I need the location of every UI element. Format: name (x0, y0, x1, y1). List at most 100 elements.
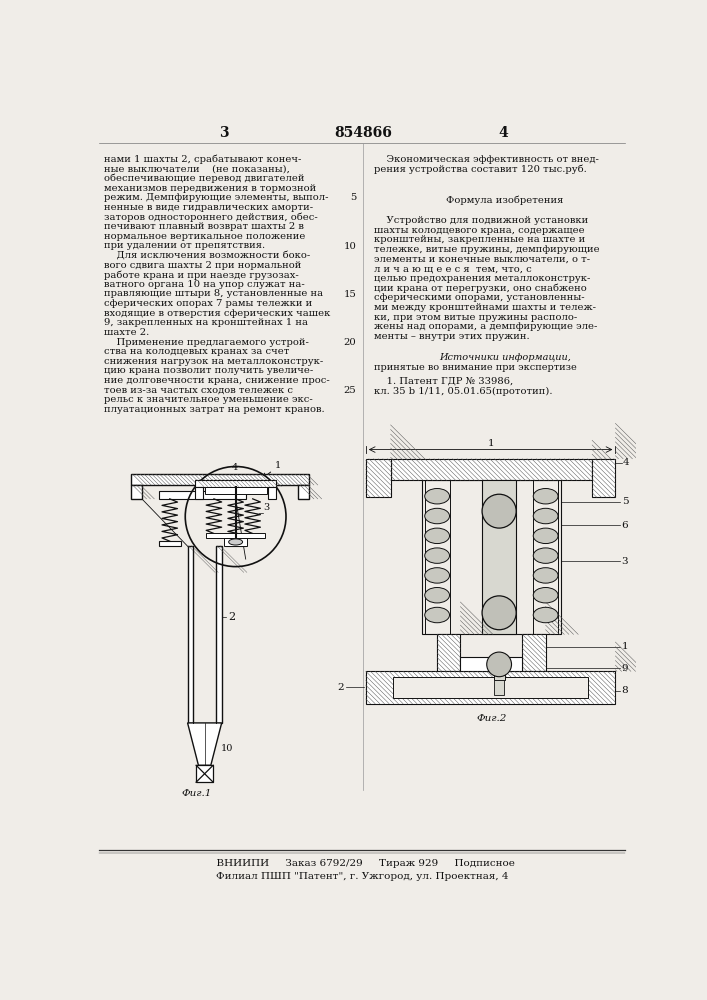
Text: 1: 1 (274, 461, 281, 470)
Text: нормальное вертикальное положение: нормальное вертикальное положение (104, 232, 305, 241)
Text: механизмов передвижения в тормозной: механизмов передвижения в тормозной (104, 184, 316, 193)
Bar (195, 480, 276, 487)
Text: элементы и конечные выключатели, о т-: элементы и конечные выключатели, о т- (373, 255, 590, 264)
Text: Филиал ПШП "Патент", г. Ужгород, ул. Проектная, 4: Филиал ПШП "Патент", г. Ужгород, ул. Про… (216, 872, 509, 881)
Bar (493, 664, 505, 680)
Text: правляющие штыри 8, установленные на: правляющие штыри 8, установленные на (104, 289, 323, 298)
Bar (437, 634, 460, 671)
Text: 7: 7 (402, 683, 408, 692)
Text: шахте 2.: шахте 2. (104, 328, 149, 337)
Bar (393, 677, 588, 698)
Text: работе крана и при наезде грузозах-: работе крана и при наезде грузозах- (104, 270, 298, 280)
Ellipse shape (533, 588, 558, 603)
Text: Применение предлагаемого устрой-: Применение предлагаемого устрой- (104, 338, 309, 347)
Text: Фиг.2: Фиг.2 (477, 714, 506, 723)
Circle shape (482, 596, 516, 630)
Text: Устройство для подвижной установки: Устройство для подвижной установки (373, 216, 588, 225)
Ellipse shape (533, 528, 558, 544)
Text: 4: 4 (498, 126, 508, 140)
Ellipse shape (425, 568, 450, 583)
Text: Источники информации,: Источники информации, (439, 353, 571, 362)
Polygon shape (187, 723, 222, 765)
Text: тоев из-за частых сходов тележек с: тоев из-за частых сходов тележек с (104, 386, 293, 395)
Bar (391, 459, 592, 480)
Text: 9, закрепленных на кронштейнах 1 на: 9, закрепленных на кронштейнах 1 на (104, 318, 308, 327)
Bar (268, 487, 276, 499)
Text: ми между кронштейнами шахты и тележ-: ми между кронштейнами шахты и тележ- (373, 303, 595, 312)
Text: л и ч а ю щ е е с я  тем, что, с: л и ч а ю щ е е с я тем, что, с (373, 264, 532, 273)
Text: Для исключения возможности боко-: Для исключения возможности боко- (104, 251, 310, 260)
Text: Экономическая эффективность от внед-: Экономическая эффективность от внед- (373, 155, 598, 164)
Text: 5: 5 (350, 193, 356, 202)
Bar (494, 680, 504, 695)
Text: 6: 6 (621, 521, 629, 530)
Bar (131, 474, 309, 485)
Ellipse shape (533, 607, 558, 623)
Bar (196, 765, 213, 782)
Text: ции крана от перегрузки, оно снабжено: ции крана от перегрузки, оно снабжено (373, 284, 586, 293)
Text: снижения нагрузок на металлоконструк-: снижения нагрузок на металлоконструк- (104, 357, 323, 366)
Text: 10: 10 (344, 242, 356, 251)
Text: сферическими опорами, установленны-: сферическими опорами, установленны- (373, 293, 584, 302)
Text: 10: 10 (221, 744, 233, 753)
Text: менты – внутри этих пружин.: менты – внутри этих пружин. (373, 332, 530, 341)
Text: 3: 3 (219, 126, 229, 140)
Text: 8: 8 (621, 686, 629, 695)
Ellipse shape (533, 568, 558, 583)
Text: цию крана позволит получить увеличе-: цию крана позволит получить увеличе- (104, 366, 313, 375)
Ellipse shape (228, 539, 243, 545)
Text: ные выключатели    (не показаны),: ные выключатели (не показаны), (104, 164, 290, 173)
Text: ненные в виде гидравлических аморти-: ненные в виде гидравлических аморти- (104, 203, 313, 212)
Bar (131, 485, 142, 499)
Text: рения устройства составит 120 тыс.руб.: рения устройства составит 120 тыс.руб. (373, 164, 586, 174)
Text: 25: 25 (344, 386, 356, 395)
Text: 15: 15 (344, 290, 356, 299)
Ellipse shape (425, 548, 450, 563)
Text: шахты колодцевого крана, содержащее: шахты колодцевого крана, содержащее (373, 226, 584, 235)
Bar (206, 533, 265, 538)
Text: Формула изобретения: Формула изобретения (446, 195, 563, 205)
Text: ватного органа 10 на упор служат на-: ватного органа 10 на упор служат на- (104, 280, 305, 289)
Text: 4: 4 (232, 463, 238, 472)
Bar (482, 480, 516, 634)
Text: плуатационных затрат на ремонт кранов.: плуатационных затрат на ремонт кранов. (104, 405, 325, 414)
Text: вого сдвига шахты 2 при нормальной: вого сдвига шахты 2 при нормальной (104, 261, 301, 270)
Bar (224, 538, 247, 546)
Circle shape (486, 652, 512, 677)
Text: 20: 20 (344, 338, 356, 347)
Text: 4: 4 (623, 458, 630, 467)
Text: ки, при этом витые пружины располо-: ки, при этом витые пружины располо- (373, 312, 577, 322)
Text: 9: 9 (621, 664, 629, 673)
Ellipse shape (425, 488, 450, 504)
Bar (522, 634, 546, 671)
Ellipse shape (533, 508, 558, 524)
Bar (225, 541, 247, 546)
Text: заторов одностороннего действия, обес-: заторов одностороннего действия, обес- (104, 212, 317, 222)
Text: кронштейны, закрепленные на шахте и: кронштейны, закрепленные на шахте и (373, 235, 585, 244)
Text: 1: 1 (621, 642, 629, 651)
Ellipse shape (425, 607, 450, 623)
Text: жены над опорами, а демпфирующие эле-: жены над опорами, а демпфирующие эле- (373, 322, 597, 331)
Text: 1. Патент ГДР № 33986,: 1. Патент ГДР № 33986, (373, 377, 513, 386)
Text: 2: 2 (337, 683, 344, 692)
Bar (159, 491, 247, 499)
Text: ВНИИПИ     Заказ 6792/29     Тираж 929     Подписное: ВНИИПИ Заказ 6792/29 Тираж 929 Подписное (210, 859, 515, 868)
Bar (204, 487, 267, 494)
Bar (195, 487, 203, 499)
Bar (193, 546, 216, 723)
Text: 3: 3 (621, 557, 629, 566)
Text: нами 1 шахты 2, срабатывают конеч-: нами 1 шахты 2, срабатывают конеч- (104, 155, 301, 164)
Text: входящие в отверстия сферических чашек: входящие в отверстия сферических чашек (104, 309, 330, 318)
Text: 3: 3 (263, 503, 269, 512)
Text: кл. 35 b 1/11, 05.01.65(прототип).: кл. 35 b 1/11, 05.01.65(прототип). (373, 387, 552, 396)
Bar (366, 459, 391, 497)
Text: ства на колодцевых кранах за счет: ства на колодцевых кранах за счет (104, 347, 289, 356)
Ellipse shape (425, 588, 450, 603)
Bar (421, 480, 561, 634)
Text: тележке, витые пружины, демпфирующие: тележке, витые пружины, демпфирующие (373, 245, 600, 254)
Text: сферических опорах 7 рамы тележки и: сферических опорах 7 рамы тележки и (104, 299, 312, 308)
Bar (159, 541, 180, 546)
Bar (216, 546, 222, 723)
Text: 2: 2 (228, 612, 235, 622)
Text: печивают плавный возврат шахты 2 в: печивают плавный возврат шахты 2 в (104, 222, 304, 231)
